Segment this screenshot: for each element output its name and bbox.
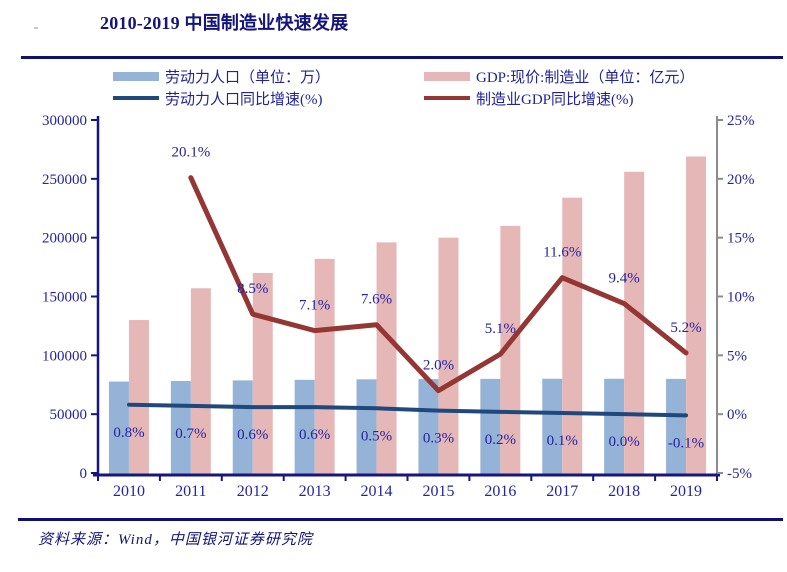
gdp-growth-line-swatch bbox=[424, 96, 470, 100]
left-axis-tick-label: 250000 bbox=[42, 172, 87, 188]
left-axis-tick-label: 0 bbox=[80, 466, 88, 482]
legend-column-left: 劳动力人口（单位：万） 劳动力人口同比增速(%) bbox=[113, 66, 330, 108]
right-axis-tick-label: 15% bbox=[727, 231, 755, 247]
labor-growth-line-swatch bbox=[113, 96, 159, 100]
left-axis-tick-label: 200000 bbox=[42, 231, 87, 247]
gdp-growth-line bbox=[188, 175, 689, 394]
left-axis-tick-label: 150000 bbox=[42, 290, 87, 306]
x-axis-year-label: 2012 bbox=[237, 483, 269, 500]
gdp-growth-data-label: 20.1% bbox=[171, 145, 210, 161]
gdp-bar-2013 bbox=[314, 258, 335, 475]
labor-bar-2013 bbox=[294, 379, 315, 475]
right-axis-tick-label: -5% bbox=[727, 466, 752, 482]
source-note: 资料来源：Wind，中国银河证券研究院 bbox=[38, 532, 313, 548]
labor-growth-data-label: 0.3% bbox=[423, 431, 454, 447]
gdp-bar-2018 bbox=[624, 171, 645, 476]
labor-bar-2012 bbox=[232, 380, 253, 475]
gdp-bar-2017 bbox=[562, 197, 583, 475]
x-axis-year-label: 2017 bbox=[546, 483, 578, 500]
legend-item-gdp-growth: 制造业GDP同比增速(%) bbox=[424, 88, 694, 108]
gdp-growth-data-label: 5.2% bbox=[670, 320, 701, 336]
labor-growth-data-label: 0.0% bbox=[609, 434, 640, 450]
labor-growth-line bbox=[126, 402, 689, 418]
labor-growth-data-label: 0.5% bbox=[361, 428, 392, 444]
right-axis-tick-label: 25% bbox=[727, 113, 755, 129]
labor-bar-2017 bbox=[542, 378, 563, 475]
labor-bar-2019 bbox=[666, 378, 687, 475]
labor-population-swatch bbox=[113, 71, 159, 81]
labor-growth-data-label: 0.1% bbox=[547, 433, 578, 449]
gdp-growth-data-label: 11.6% bbox=[543, 245, 581, 261]
gdp-bar-2010 bbox=[128, 320, 149, 475]
legend-label: 劳动力人口（单位：万） bbox=[165, 69, 331, 86]
gdp-bar-2019 bbox=[686, 156, 707, 475]
gdp-swatch bbox=[424, 71, 470, 81]
legend-item-labor-population: 劳动力人口（单位：万） bbox=[113, 66, 330, 86]
x-axis-year-label: 2016 bbox=[484, 483, 516, 500]
right-axis-tick-label: 5% bbox=[727, 348, 747, 364]
labor-growth-data-label: 0.7% bbox=[175, 426, 206, 442]
right-axis-tick-label: 0% bbox=[727, 407, 747, 423]
footer-divider-line bbox=[18, 518, 783, 521]
left-axis-tick-label: 50000 bbox=[50, 407, 88, 423]
gdp-growth-data-label: 7.1% bbox=[299, 298, 330, 314]
labor-bar-2016 bbox=[480, 378, 501, 475]
chart-title: 2010-2019 中国制造业快速发展 bbox=[100, 13, 349, 33]
gdp-growth-data-label: 8.5% bbox=[237, 281, 268, 297]
labor-bar-2015 bbox=[418, 379, 439, 475]
x-axis-year-label: 2011 bbox=[175, 483, 206, 500]
gdp-bar-2012 bbox=[252, 272, 273, 475]
labor-bar-2014 bbox=[356, 379, 377, 475]
labor-bar-2010 bbox=[108, 381, 129, 475]
x-axis-year-label: 2018 bbox=[608, 483, 640, 500]
legend-column-right: GDP:现价:制造业（单位：亿元） 制造业GDP同比增速(%) bbox=[424, 66, 694, 108]
gdp-bar-2015 bbox=[438, 237, 459, 475]
legend-item-gdp: GDP:现价:制造业（单位：亿元） bbox=[424, 66, 694, 86]
labor-bar-2018 bbox=[604, 378, 625, 475]
labor-growth-data-label: -0.1% bbox=[668, 435, 704, 451]
scan-artifact-dot bbox=[34, 27, 38, 29]
gdp-growth-data-label: 7.6% bbox=[361, 292, 392, 308]
chart-legend: 劳动力人口（单位：万） 劳动力人口同比增速(%) GDP:现价:制造业（单位：亿… bbox=[0, 66, 787, 112]
x-axis-year-label: 2014 bbox=[361, 483, 393, 500]
gdp-growth-data-label: 2.0% bbox=[423, 358, 454, 374]
x-axis-year-label: 2013 bbox=[299, 483, 331, 500]
x-axis-year-label: 2010 bbox=[113, 483, 145, 500]
gdp-bar-2011 bbox=[190, 288, 211, 475]
right-axis-tick-label: 10% bbox=[727, 290, 755, 306]
legend-item-labor-growth: 劳动力人口同比增速(%) bbox=[113, 88, 330, 108]
gdp-bar-2014 bbox=[376, 242, 397, 475]
labor-growth-data-label: 0.2% bbox=[485, 432, 516, 448]
x-axis-year-label: 2015 bbox=[422, 483, 454, 500]
right-axis-tick-label: 20% bbox=[727, 172, 755, 188]
legend-label: 劳动力人口同比增速(%) bbox=[165, 91, 323, 108]
legend-label: 制造业GDP同比增速(%) bbox=[476, 91, 634, 108]
legend-label: GDP:现价:制造业（单位：亿元） bbox=[476, 69, 695, 86]
title-divider-line bbox=[21, 56, 783, 59]
gdp-growth-data-label: 5.1% bbox=[485, 321, 516, 337]
gdp-growth-data-label: 9.4% bbox=[609, 271, 640, 287]
labor-growth-data-label: 0.8% bbox=[113, 425, 144, 441]
labor-growth-data-label: 0.6% bbox=[237, 427, 268, 443]
left-axis-tick-label: 100000 bbox=[42, 348, 87, 364]
x-axis-year-label: 2019 bbox=[670, 483, 702, 500]
labor-growth-data-label: 0.6% bbox=[299, 427, 330, 443]
left-axis-tick-label: 300000 bbox=[42, 113, 87, 129]
